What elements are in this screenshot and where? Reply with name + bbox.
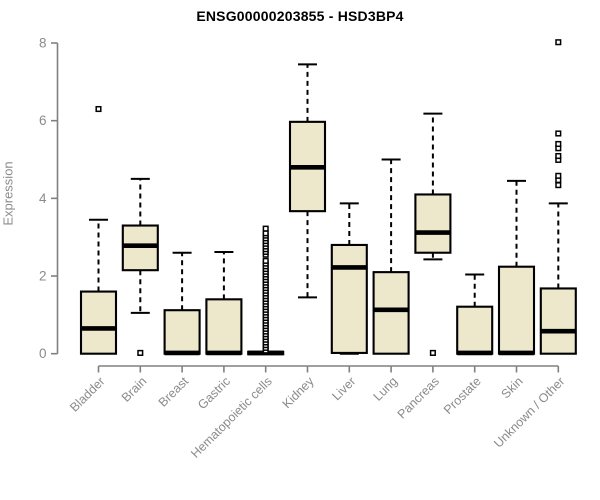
outlier-point [95,105,102,113]
outlier-point [555,140,562,148]
box-breast [163,309,201,355]
outlier-point [262,230,269,237]
outlier-point [429,349,436,356]
box-skin [497,265,536,355]
box-liver [330,243,368,354]
outlier-point [262,257,269,264]
outlier-point [137,349,144,356]
x-tick-label: Gastric [195,374,233,412]
x-tick-label: Liver [329,374,358,403]
outlier-point [262,225,269,232]
x-tick-label: Breast [156,374,192,410]
x-tick-label: Hematopoietic cells [188,374,275,461]
y-tick-label: 6 [39,113,47,128]
y-tick-label: 8 [39,36,47,51]
box-gastric [205,298,243,355]
x-tick-label: Unknown / Other [491,374,567,450]
outlier-point [555,39,562,46]
box-lung [372,271,410,355]
box-prostate [456,305,494,355]
box-unknown-other [539,287,577,355]
x-tick-label: Prostate [441,374,484,417]
outlier-point [555,152,562,160]
y-tick-label: 4 [39,191,47,206]
box-pancreas [414,193,452,254]
x-tick-label: Brain [119,374,150,405]
x-tick-label: Skin [499,374,526,401]
box-bladder [79,290,118,355]
outlier-point [555,172,562,179]
outlier-point [555,130,562,137]
x-tick-label: Bladder [67,374,107,414]
outlier-point [555,182,562,189]
x-tick-label: Pancreas [395,374,442,421]
y-tick-label: 0 [39,346,47,361]
y-tick-label: 2 [39,269,47,284]
x-tick-label: Kidney [280,374,317,411]
chart-title: ENSG00000203855 - HSD3BP4 [196,8,404,24]
x-tick-label: Lung [371,374,401,404]
